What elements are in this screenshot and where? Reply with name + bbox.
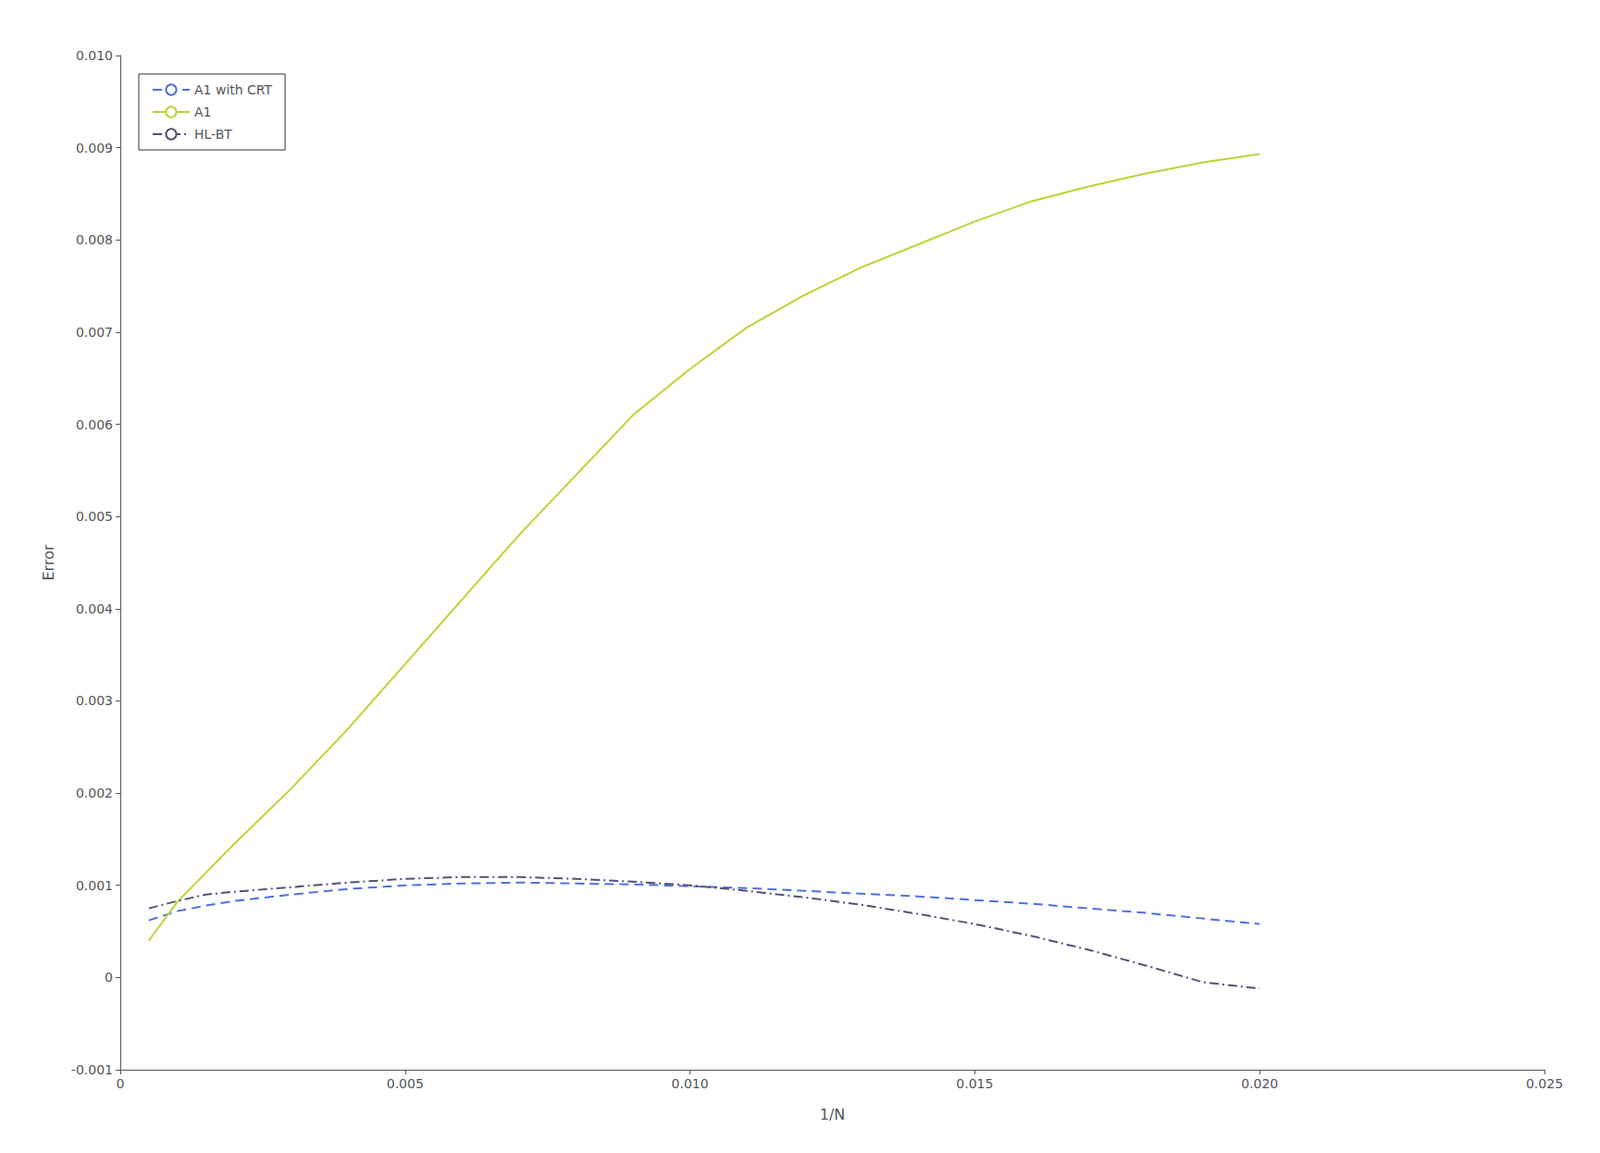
svg-text:0.001: 0.001	[75, 878, 113, 894]
svg-text:0.006: 0.006	[75, 417, 113, 433]
svg-text:0.007: 0.007	[75, 324, 113, 340]
svg-text:0.010: 0.010	[75, 48, 113, 63]
svg-text:HL-BT: HL-BT	[194, 126, 233, 142]
svg-text:A1: A1	[194, 104, 211, 120]
svg-text:-0.001: -0.001	[71, 1062, 113, 1078]
svg-text:0.004: 0.004	[75, 601, 113, 617]
svg-text:0.020: 0.020	[1240, 1076, 1278, 1092]
svg-text:0.003: 0.003	[75, 693, 113, 708]
svg-text:1/N: 1/N	[819, 1105, 846, 1124]
svg-text:0: 0	[104, 969, 113, 985]
svg-text:0.009: 0.009	[75, 140, 113, 156]
svg-text:0.005: 0.005	[386, 1076, 424, 1092]
svg-text:0.010: 0.010	[671, 1076, 709, 1092]
svg-text:A1 with CRT: A1 with CRT	[194, 82, 273, 98]
svg-text:0.005: 0.005	[75, 508, 113, 524]
svg-text:0.025: 0.025	[1525, 1076, 1563, 1092]
svg-text:0: 0	[116, 1076, 125, 1092]
svg-text:0.015: 0.015	[955, 1076, 993, 1092]
svg-text:0.008: 0.008	[75, 232, 113, 248]
svg-text:Error: Error	[39, 544, 58, 581]
svg-text:0.002: 0.002	[75, 785, 113, 801]
